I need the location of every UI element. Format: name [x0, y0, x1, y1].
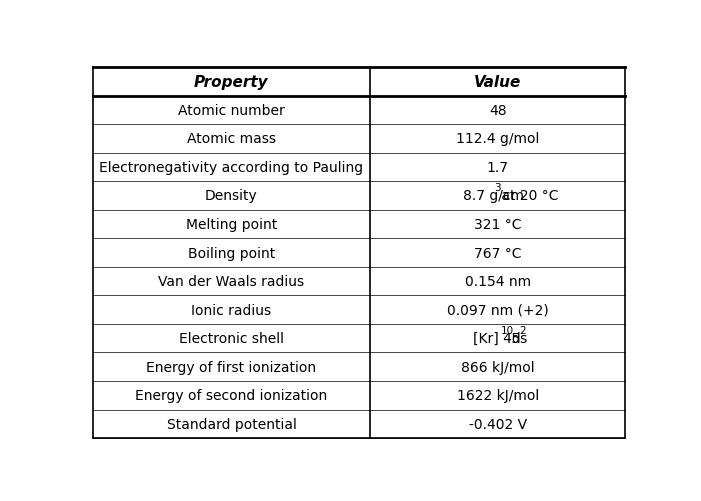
Text: 0.154 nm: 0.154 nm [465, 275, 531, 289]
Text: 5s: 5s [507, 332, 527, 346]
Text: Electronic shell: Electronic shell [179, 332, 284, 346]
Text: Energy of second ionization: Energy of second ionization [135, 388, 327, 402]
Text: 0.097 nm (+2): 0.097 nm (+2) [447, 303, 549, 317]
Text: Atomic mass: Atomic mass [187, 132, 276, 146]
Text: Ionic radius: Ionic radius [191, 303, 271, 317]
Text: 8.7 g/cm: 8.7 g/cm [463, 189, 524, 203]
Text: Value: Value [474, 75, 522, 90]
Text: 866 kJ/mol: 866 kJ/mol [461, 360, 534, 374]
Text: [Kr] 4d: [Kr] 4d [473, 332, 521, 346]
Text: 1.7: 1.7 [486, 160, 509, 174]
Text: 1622 kJ/mol: 1622 kJ/mol [456, 388, 539, 402]
Text: Density: Density [205, 189, 258, 203]
Text: Melting point: Melting point [186, 217, 277, 231]
Text: 112.4 g/mol: 112.4 g/mol [456, 132, 539, 146]
Text: Standard potential: Standard potential [167, 417, 297, 431]
Text: 767 °C: 767 °C [474, 246, 522, 260]
Text: Van der Waals radius: Van der Waals radius [158, 275, 304, 289]
Text: Atomic number: Atomic number [178, 104, 285, 118]
Text: -0.402 V: -0.402 V [469, 417, 526, 431]
Text: Property: Property [194, 75, 268, 90]
Text: Electronegativity according to Pauling: Electronegativity according to Pauling [100, 160, 364, 174]
Text: 321 °C: 321 °C [474, 217, 522, 231]
Text: 3: 3 [494, 183, 501, 193]
Text: Energy of first ionization: Energy of first ionization [147, 360, 317, 374]
Text: at 20 °C: at 20 °C [497, 189, 559, 203]
Text: Boiling point: Boiling point [188, 246, 275, 260]
Text: 2: 2 [519, 326, 526, 336]
Text: 48: 48 [489, 104, 507, 118]
Text: 10: 10 [501, 326, 514, 336]
